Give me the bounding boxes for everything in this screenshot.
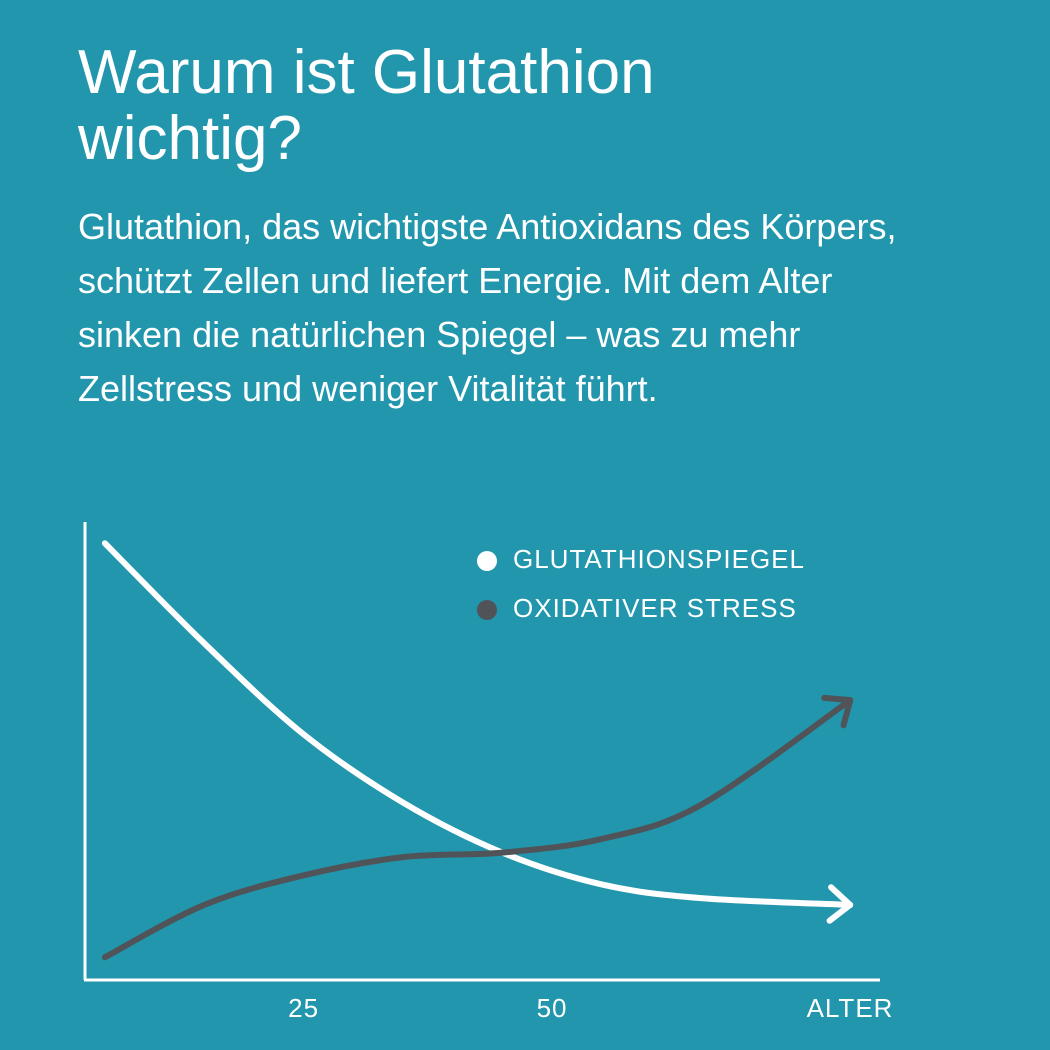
x-axis-label: ALTER <box>807 993 894 1023</box>
arrow-head <box>821 694 854 729</box>
x-tick-label: 25 <box>288 993 319 1023</box>
legend-label: OXIDATIVER STRESS <box>513 593 797 623</box>
arrow-head <box>826 884 854 924</box>
subtitle: Glutathion, das wichtigste Antioxidans d… <box>78 206 897 409</box>
legend-marker <box>477 551 497 571</box>
series-line <box>101 697 854 961</box>
title: Warum ist Glutathion wichtig? <box>78 38 655 173</box>
series-line <box>101 540 854 908</box>
legend-marker <box>477 600 497 620</box>
x-tick-label: 50 <box>537 993 568 1023</box>
legend-label: GLUTATHIONSPIEGEL <box>513 544 805 574</box>
